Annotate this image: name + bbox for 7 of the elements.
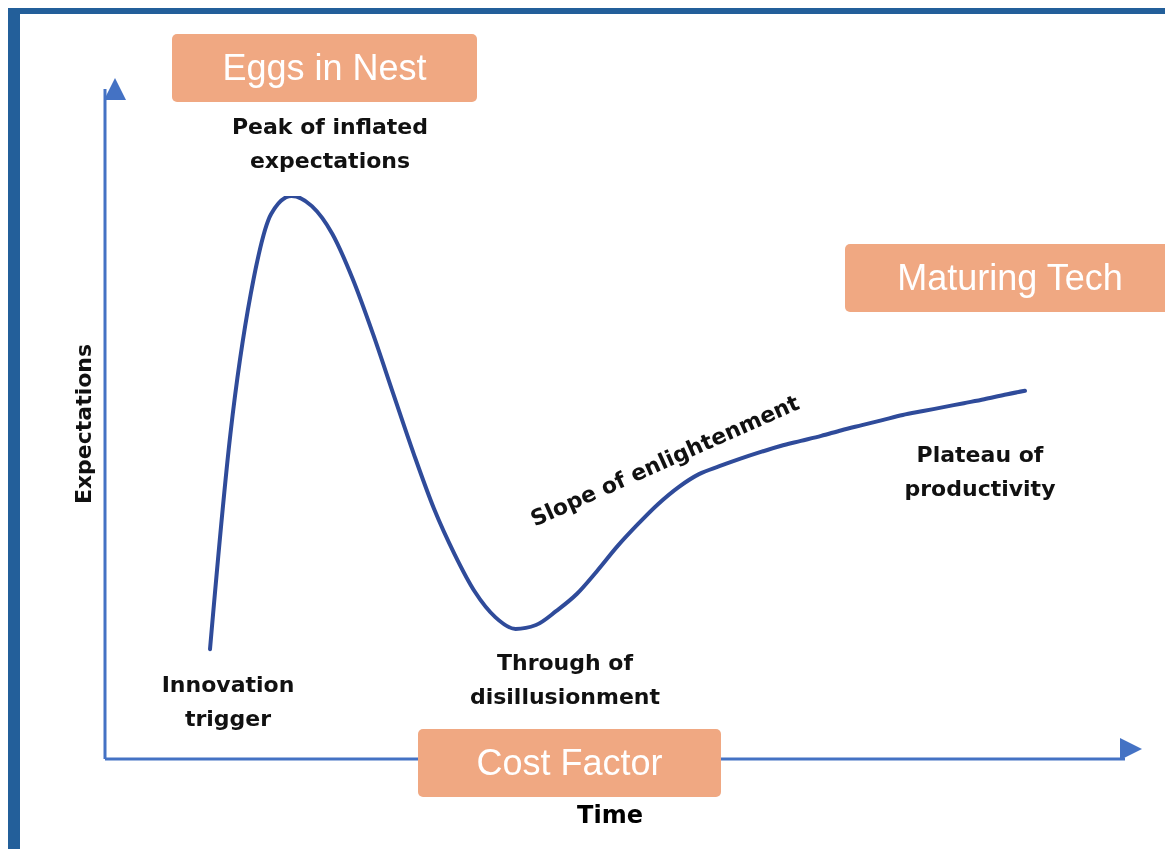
annotation: Maturing Tech <box>896 256 1124 300</box>
x-axis-title: Time <box>576 801 644 829</box>
annotation: Through of disillusionment <box>468 649 662 711</box>
annotation: Plateau of productivity <box>903 441 1057 503</box>
y-axis-title: Expectations <box>70 343 96 505</box>
text: Peak of inflated expectations <box>230 113 430 175</box>
annotation: Innovation trigger <box>160 671 296 733</box>
